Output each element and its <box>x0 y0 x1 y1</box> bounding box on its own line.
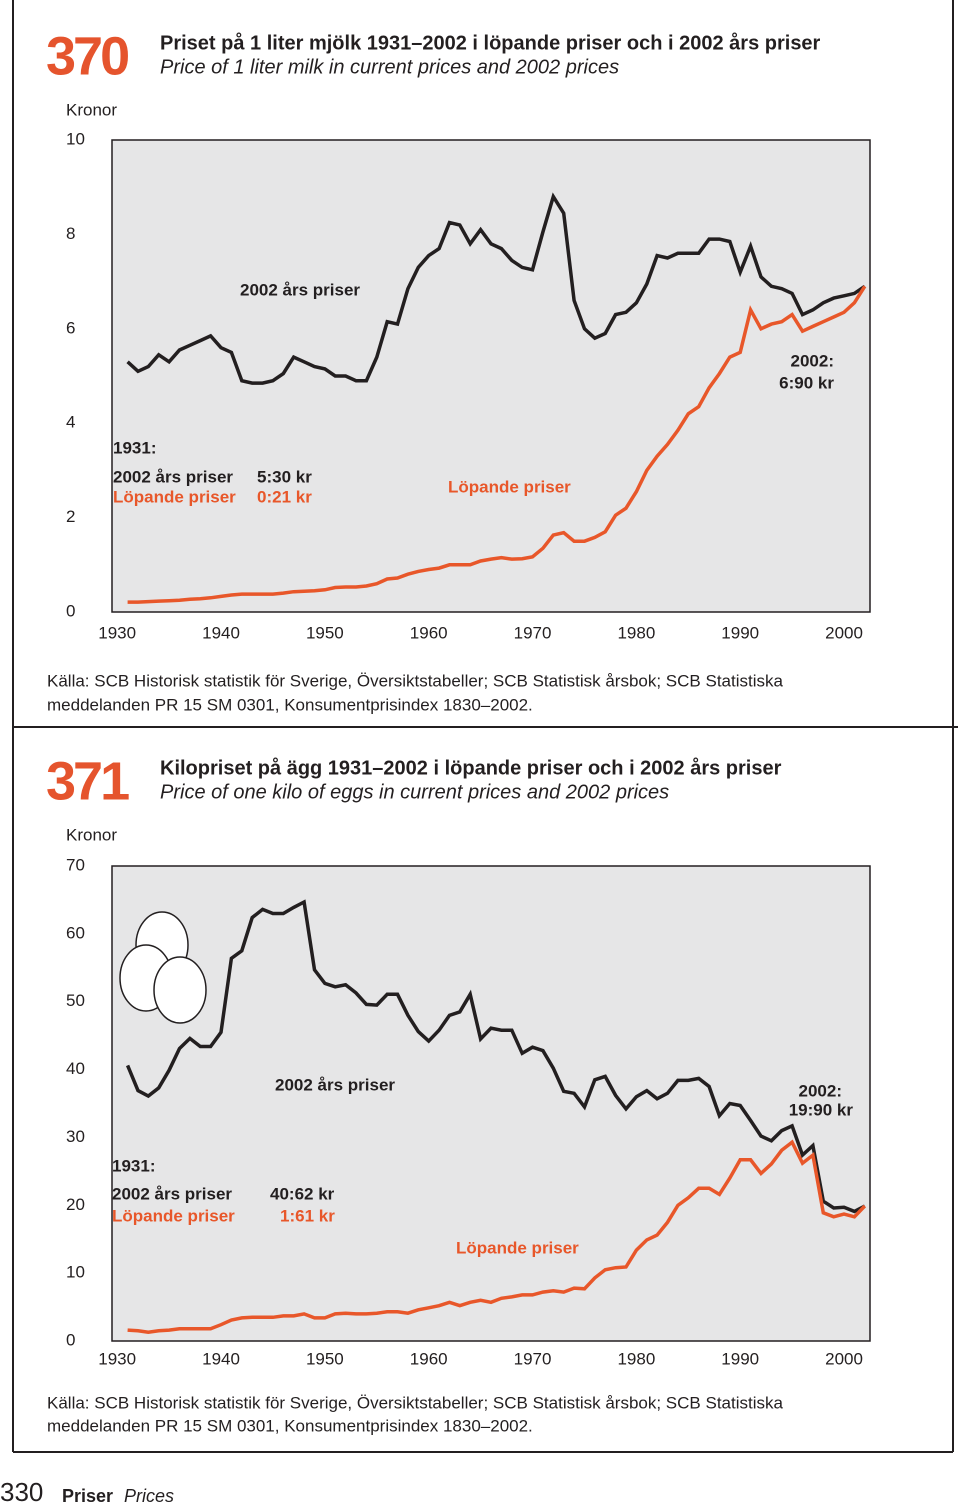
series-line <box>125 899 866 1214</box>
series-label: Löpande priser <box>448 477 571 496</box>
egg-icon <box>153 956 207 1024</box>
section: Priser <box>62 1486 113 1506</box>
source-note: Källa: SCB Historisk statistik för Sveri… <box>47 671 783 690</box>
series-line <box>127 1139 867 1334</box>
x-tick-label: 1930 <box>98 623 136 642</box>
annotation: Löpande priser <box>112 1206 235 1225</box>
source-note: meddelanden PR 15 SM 0301, Konsumentpris… <box>47 1416 533 1435</box>
section-en: Prices <box>124 1486 174 1506</box>
y-tick-label: 60 <box>66 923 85 942</box>
annotation: 2002: <box>791 351 834 370</box>
x-tick-label: 1960 <box>410 1349 448 1368</box>
annotation: 2002 års priser <box>112 1184 232 1203</box>
y-tick-label: 70 <box>66 855 85 874</box>
frame <box>12 0 958 1453</box>
annotation: 1:61 kr <box>280 1206 335 1225</box>
chart-number: 371 <box>46 751 129 811</box>
y-tick-label: 8 <box>66 224 75 243</box>
plot-area <box>111 865 871 1342</box>
chart-title: Kilopriset på ägg 1931–2002 i löpande pr… <box>160 756 782 779</box>
series-label: 2002 års priser <box>275 1075 395 1094</box>
series-label: Löpande priser <box>456 1238 579 1257</box>
y-tick-label: 30 <box>66 1127 85 1146</box>
y-tick-label: 10 <box>66 1263 85 1282</box>
x-tick-label: 1940 <box>202 1349 240 1368</box>
x-tick-label: 1980 <box>617 1349 655 1368</box>
y-tick-label: 10 <box>66 129 85 148</box>
annotation: 0:21 kr <box>257 487 312 506</box>
x-tick-label: 1960 <box>410 623 448 642</box>
x-tick-label: 1990 <box>721 1349 759 1368</box>
page-number: 330 <box>0 1477 43 1507</box>
annotation: 2002: <box>799 1081 842 1100</box>
source-note: meddelanden PR 15 SM 0301, Konsumentpris… <box>47 695 533 714</box>
chart-title: Priset på 1 liter mjölk 1931–2002 i löpa… <box>160 31 821 54</box>
y-tick-label: 40 <box>66 1059 85 1078</box>
y-axis-label: Kronor <box>66 825 117 844</box>
y-tick-label: 20 <box>66 1195 85 1214</box>
y-tick-label: 4 <box>66 413 75 432</box>
y-tick-label: 6 <box>66 318 75 337</box>
source-note: Källa: SCB Historisk statistik för Sveri… <box>47 1393 783 1412</box>
y-axis-label: Kronor <box>66 100 117 119</box>
x-tick-label: 1970 <box>514 1349 552 1368</box>
x-tick-label: 1930 <box>98 1349 136 1368</box>
plot-area <box>111 139 871 613</box>
chart-number: 370 <box>46 26 128 86</box>
series-label: 2002 års priser <box>240 280 360 299</box>
annotation: Löpande priser <box>113 487 236 506</box>
annotation: 5:30 kr <box>257 467 312 486</box>
annotation: 6:90 kr <box>779 373 834 392</box>
series-line <box>126 192 866 385</box>
y-tick-label: 2 <box>66 507 75 526</box>
annotation: 2002 års priser <box>113 467 233 486</box>
x-tick-label: 1950 <box>306 623 344 642</box>
annotation: 1931: <box>112 1156 155 1175</box>
x-tick-label: 1970 <box>514 623 552 642</box>
x-tick-label: 1940 <box>202 623 240 642</box>
chart-subtitle: Price of 1 liter milk in current prices … <box>160 56 619 78</box>
x-tick-label: 1980 <box>617 623 655 642</box>
y-tick-label: 0 <box>66 1330 75 1349</box>
y-tick-label: 0 <box>66 601 75 620</box>
annotation: 19:90 kr <box>789 1100 854 1119</box>
x-tick-label: 1950 <box>306 1349 344 1368</box>
chart-subtitle: Price of one kilo of eggs in current pri… <box>160 781 669 803</box>
x-tick-label: 2000 <box>825 1349 863 1368</box>
x-tick-label: 2000 <box>825 623 863 642</box>
x-tick-label: 1990 <box>721 623 759 642</box>
y-tick-label: 50 <box>66 991 85 1010</box>
annotation: 40:62 kr <box>270 1184 335 1203</box>
annotation: 1931: <box>113 438 156 457</box>
series-line <box>127 285 867 604</box>
